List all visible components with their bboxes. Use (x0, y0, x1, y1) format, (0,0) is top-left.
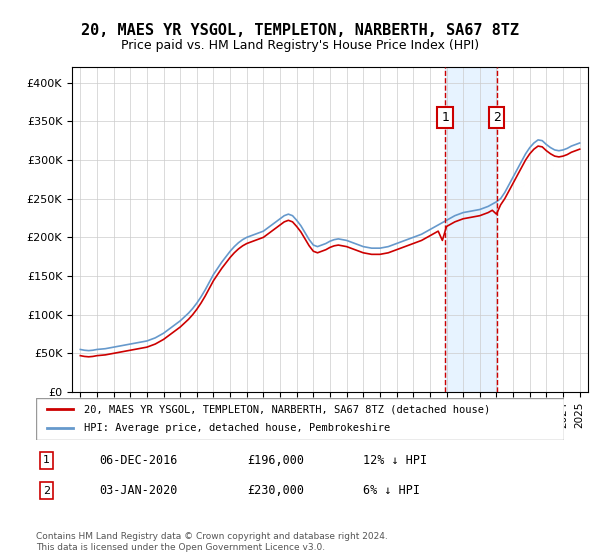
Text: 20, MAES YR YSGOL, TEMPLETON, NARBERTH, SA67 8TZ: 20, MAES YR YSGOL, TEMPLETON, NARBERTH, … (81, 24, 519, 38)
Text: 1: 1 (441, 111, 449, 124)
Text: 2: 2 (493, 111, 501, 124)
Text: £230,000: £230,000 (247, 484, 304, 497)
Bar (445, 67, 497, 392)
Text: Contains HM Land Registry data © Crown copyright and database right 2024.
This d: Contains HM Land Registry data © Crown c… (36, 532, 388, 552)
Text: 6% ↓ HPI: 6% ↓ HPI (364, 484, 421, 497)
Text: 03-JAN-2020: 03-JAN-2020 (100, 484, 178, 497)
Text: 06-DEC-2016: 06-DEC-2016 (100, 454, 178, 467)
Text: Price paid vs. HM Land Registry's House Price Index (HPI): Price paid vs. HM Land Registry's House … (121, 39, 479, 53)
Text: 1: 1 (43, 455, 50, 465)
Text: £196,000: £196,000 (247, 454, 304, 467)
Text: 20, MAES YR YSGOL, TEMPLETON, NARBERTH, SA67 8TZ (detached house): 20, MAES YR YSGOL, TEMPLETON, NARBERTH, … (83, 404, 490, 414)
FancyBboxPatch shape (36, 398, 564, 440)
Text: 12% ↓ HPI: 12% ↓ HPI (364, 454, 427, 467)
Text: 2: 2 (43, 486, 50, 496)
Text: HPI: Average price, detached house, Pembrokeshire: HPI: Average price, detached house, Pemb… (83, 423, 390, 433)
